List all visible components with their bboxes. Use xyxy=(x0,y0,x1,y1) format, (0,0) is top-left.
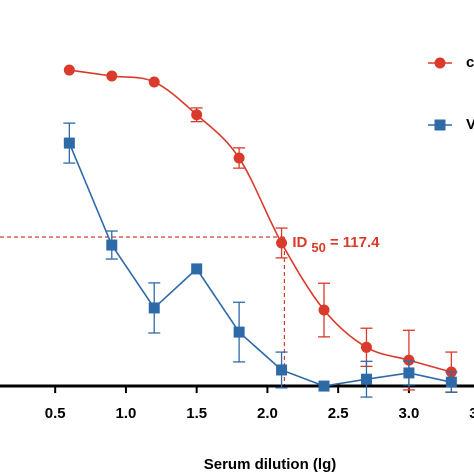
point xyxy=(276,237,288,249)
legend-marker xyxy=(434,57,446,69)
series-line xyxy=(69,69,452,373)
legend-label: c xyxy=(466,54,474,71)
annotation-rest: = 117.4 xyxy=(330,234,380,251)
point xyxy=(63,137,75,149)
x-tick-label: 1.5 xyxy=(186,405,207,422)
x-tick-label: 2.0 xyxy=(257,405,278,422)
point xyxy=(191,109,203,121)
legend-label: V xyxy=(466,116,474,133)
point xyxy=(191,263,203,275)
point xyxy=(63,64,75,76)
point xyxy=(318,380,330,392)
point xyxy=(445,376,457,388)
legend-marker xyxy=(434,119,446,131)
point xyxy=(148,302,160,314)
x-tick-label: 1.0 xyxy=(115,405,136,422)
point xyxy=(276,364,288,376)
point xyxy=(148,76,160,88)
point xyxy=(403,367,415,379)
point xyxy=(106,70,118,82)
point xyxy=(403,354,415,366)
point xyxy=(318,304,330,316)
x-tick-label: 3.5 xyxy=(469,405,474,422)
x-tick-label: 3.0 xyxy=(398,405,419,422)
x-tick-label: 2.5 xyxy=(328,405,349,422)
annotation-text: ID xyxy=(292,234,307,251)
series-line xyxy=(68,142,452,387)
annotation: ID 50 = 117.4 xyxy=(292,234,380,255)
point xyxy=(360,373,372,385)
point xyxy=(360,341,372,353)
point xyxy=(233,152,245,164)
annotation-sub: 50 xyxy=(311,240,325,255)
point xyxy=(233,326,245,338)
point xyxy=(106,239,118,251)
x-axis-label: Serum dilution (lg) xyxy=(204,456,337,473)
x-tick-label: 0.5 xyxy=(45,405,66,422)
